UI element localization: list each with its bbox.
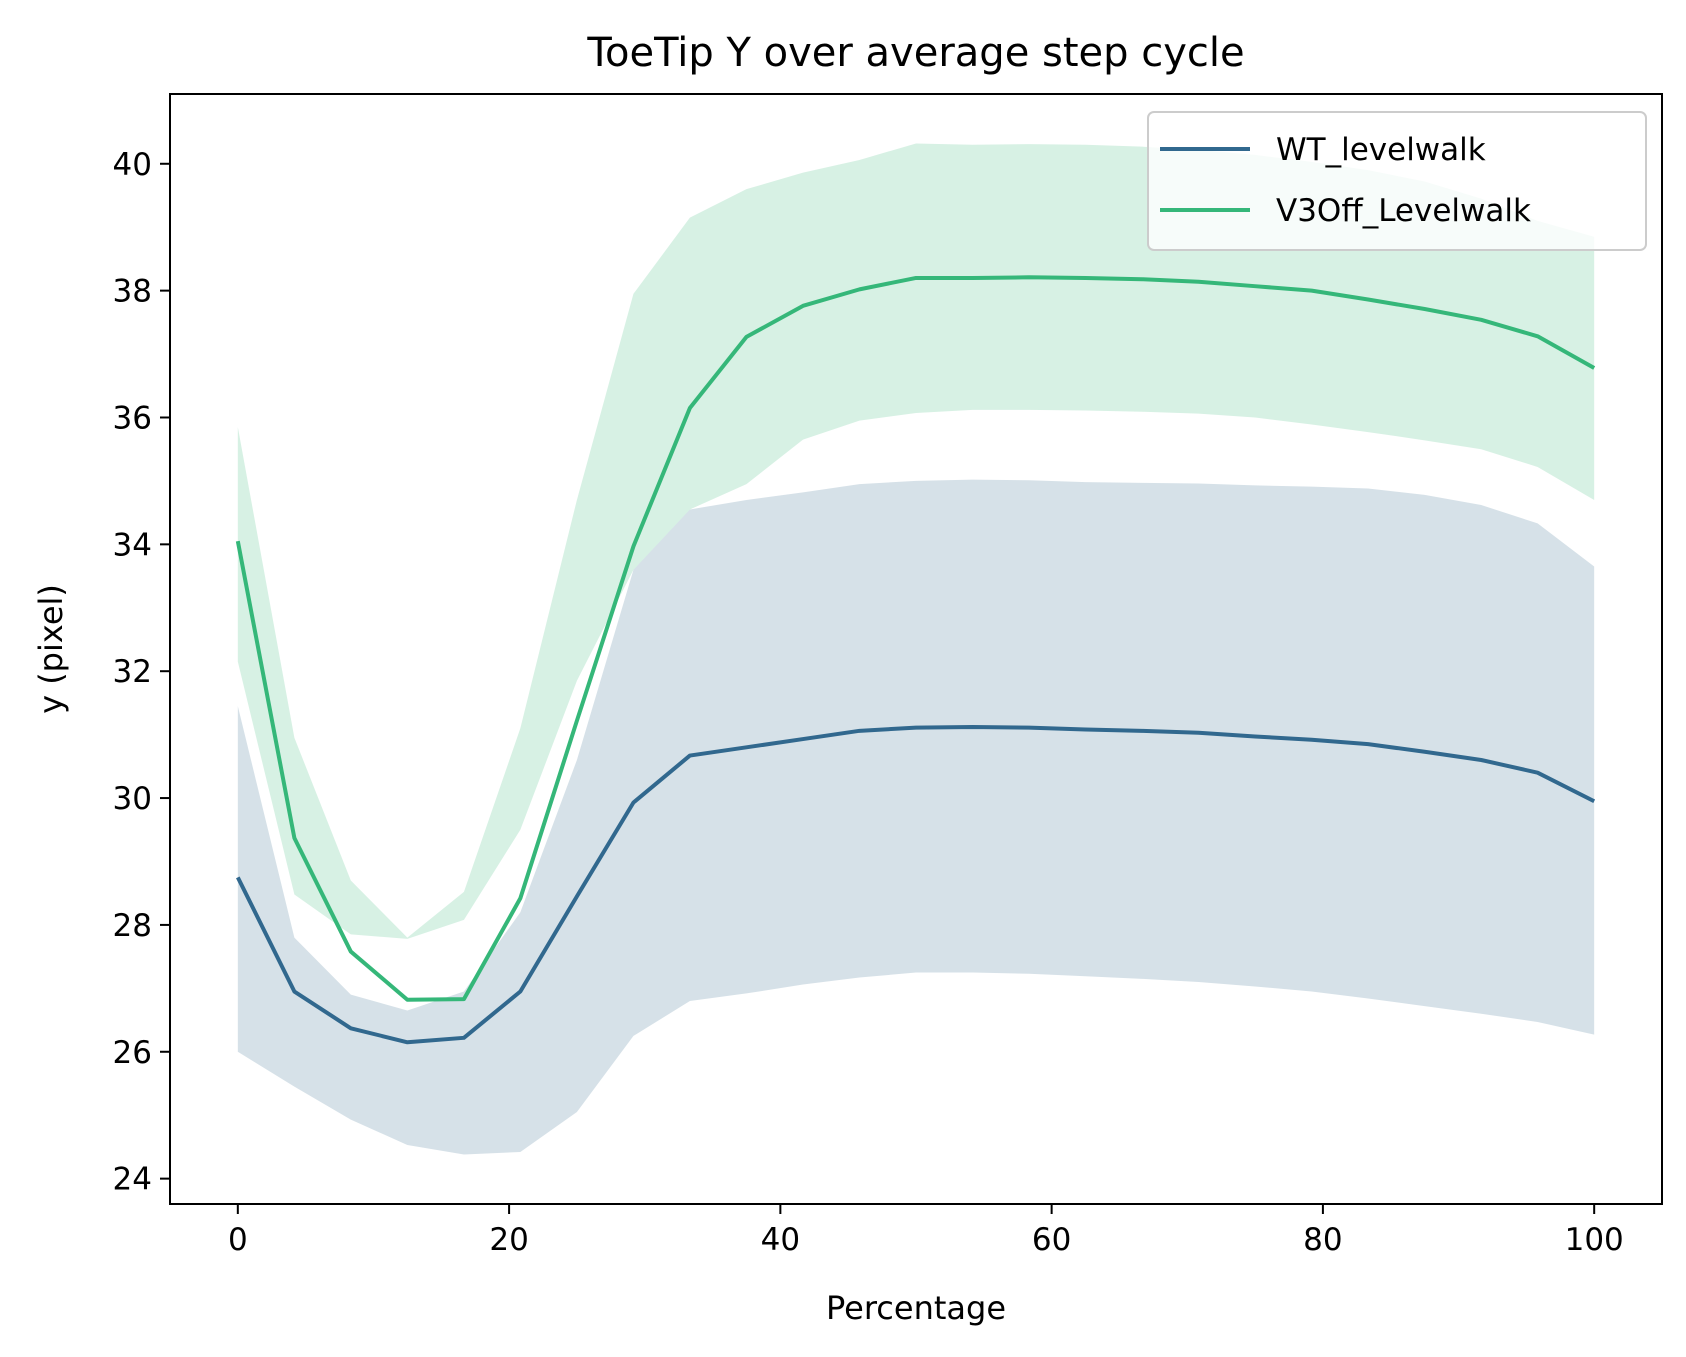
plot-frame — [169, 93, 1663, 1205]
y-axis-ticks: 24 26 28 30 32 34 36 38 40 — [113, 147, 170, 1198]
y-tick-label: 28 — [113, 908, 152, 944]
legend-label-2: V3Off_Levelwalk — [1276, 193, 1531, 229]
y-tick-label: 26 — [113, 1035, 152, 1071]
y-tick-label: 40 — [113, 147, 152, 183]
y-tick-label: 38 — [113, 274, 152, 310]
series-2-band — [237, 143, 1595, 939]
y-tick-label: 36 — [113, 400, 152, 436]
x-axis-ticks: 0 20 40 60 80 100 — [228, 1204, 1624, 1258]
legend-label-1: WT_levelwalk — [1276, 132, 1486, 168]
series-1-band — [237, 479, 1595, 1155]
y-tick-label: 30 — [113, 781, 152, 817]
y-tick-label: 34 — [113, 527, 152, 563]
x-tick-label: 80 — [1303, 1222, 1342, 1258]
y-tick-label: 24 — [113, 1162, 152, 1198]
y-tick-label: 32 — [113, 654, 152, 690]
x-tick-label: 0 — [228, 1222, 248, 1258]
x-tick-label: 60 — [1032, 1222, 1071, 1258]
x-tick-label: 20 — [489, 1222, 528, 1258]
series-2-line — [235, 275, 1596, 1002]
series-lines — [235, 275, 1596, 1045]
y-axis-label: y (pixel) — [32, 584, 70, 714]
x-tick-label: 100 — [1565, 1222, 1624, 1258]
series-1-line — [236, 725, 1596, 1045]
legend: WT_levelwalk V3Off_Levelwalk — [1147, 111, 1647, 251]
x-tick-label: 40 — [761, 1222, 800, 1258]
x-axis-label: Percentage — [826, 1289, 1006, 1327]
confidence-bands — [237, 143, 1595, 1155]
legend-box — [1147, 111, 1647, 251]
chart-title: ToeTip Y over average step cycle — [586, 30, 1244, 76]
